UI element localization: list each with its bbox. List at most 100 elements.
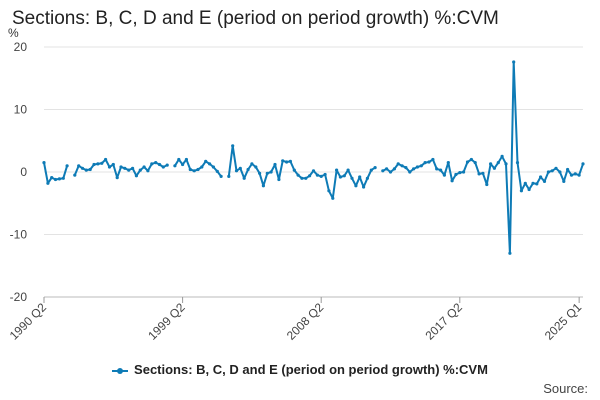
legend[interactable]: Sections: B, C, D and E (period on perio… xyxy=(0,362,600,377)
data-point[interactable] xyxy=(562,179,566,183)
data-point[interactable] xyxy=(134,174,138,178)
data-point[interactable] xyxy=(450,179,454,183)
data-point[interactable] xyxy=(535,182,539,186)
data-point[interactable] xyxy=(527,187,531,192)
data-point[interactable] xyxy=(258,171,262,175)
data-point[interactable] xyxy=(400,164,404,168)
data-point[interactable] xyxy=(277,177,281,182)
data-point[interactable] xyxy=(242,176,246,180)
data-point[interactable] xyxy=(335,168,339,172)
data-point[interactable] xyxy=(496,161,500,165)
data-point[interactable] xyxy=(77,164,81,168)
data-point[interactable] xyxy=(458,171,462,175)
data-point[interactable] xyxy=(408,170,412,174)
data-point[interactable] xyxy=(50,176,54,180)
data-point[interactable] xyxy=(184,157,188,162)
data-point[interactable] xyxy=(388,170,393,174)
data-point[interactable] xyxy=(234,169,239,173)
data-point[interactable] xyxy=(465,160,470,164)
data-point[interactable] xyxy=(469,157,473,162)
data-point[interactable] xyxy=(238,166,242,170)
data-point[interactable] xyxy=(292,168,296,172)
data-point[interactable] xyxy=(100,161,104,165)
data-point[interactable] xyxy=(385,167,389,171)
data-point[interactable] xyxy=(231,144,235,148)
data-point[interactable] xyxy=(227,174,231,178)
data-point[interactable] xyxy=(462,170,466,174)
data-point[interactable] xyxy=(131,166,135,170)
data-point[interactable] xyxy=(123,166,127,170)
data-point[interactable] xyxy=(304,176,308,180)
data-point[interactable] xyxy=(473,161,477,165)
data-point[interactable] xyxy=(542,179,547,183)
data-point[interactable] xyxy=(150,162,154,166)
data-point[interactable] xyxy=(80,166,85,170)
data-point[interactable] xyxy=(173,164,177,168)
data-point[interactable] xyxy=(250,162,254,166)
data-point[interactable] xyxy=(342,174,346,178)
data-point[interactable] xyxy=(192,169,196,173)
data-point[interactable] xyxy=(577,173,581,177)
data-point[interactable] xyxy=(65,164,69,168)
data-point[interactable] xyxy=(338,175,342,179)
data-point[interactable] xyxy=(569,173,574,177)
data-point[interactable] xyxy=(177,157,181,162)
data-point[interactable] xyxy=(196,167,200,172)
data-point[interactable] xyxy=(435,167,439,171)
data-point[interactable] xyxy=(346,168,350,172)
data-point[interactable] xyxy=(265,171,269,175)
data-point[interactable] xyxy=(308,174,312,178)
data-point[interactable] xyxy=(350,176,354,180)
data-point[interactable] xyxy=(404,166,408,170)
data-point[interactable] xyxy=(550,169,554,173)
data-point[interactable] xyxy=(200,165,204,169)
data-point[interactable] xyxy=(419,164,423,168)
data-point[interactable] xyxy=(288,159,292,163)
data-point[interactable] xyxy=(396,162,400,166)
data-point[interactable] xyxy=(138,168,142,172)
data-point[interactable] xyxy=(285,160,289,164)
data-point[interactable] xyxy=(127,168,131,172)
data-point[interactable] xyxy=(104,157,108,162)
data-point[interactable] xyxy=(504,162,508,166)
data-point[interactable] xyxy=(323,172,327,177)
data-point[interactable] xyxy=(365,176,369,180)
data-point[interactable] xyxy=(61,176,65,180)
data-point[interactable] xyxy=(392,167,396,171)
data-point[interactable] xyxy=(319,174,323,178)
data-point[interactable] xyxy=(53,177,58,182)
data-point[interactable] xyxy=(107,165,112,169)
data-point[interactable] xyxy=(373,166,377,170)
data-point[interactable] xyxy=(96,162,100,166)
data-point[interactable] xyxy=(554,166,558,170)
data-point[interactable] xyxy=(111,162,115,167)
data-point[interactable] xyxy=(296,173,300,177)
data-point[interactable] xyxy=(539,175,543,179)
data-point[interactable] xyxy=(369,168,373,172)
data-point[interactable] xyxy=(119,165,123,169)
data-point[interactable] xyxy=(165,163,169,167)
data-point[interactable] xyxy=(327,189,331,193)
data-point[interactable] xyxy=(515,161,520,165)
data-point[interactable] xyxy=(261,184,265,188)
data-point[interactable] xyxy=(300,176,304,180)
data-point[interactable] xyxy=(42,161,46,165)
data-point[interactable] xyxy=(512,60,516,64)
data-point[interactable] xyxy=(315,173,319,177)
data-point[interactable] xyxy=(188,167,192,172)
data-point[interactable] xyxy=(581,162,585,166)
data-point[interactable] xyxy=(354,184,358,188)
data-point[interactable] xyxy=(573,172,577,176)
data-point[interactable] xyxy=(215,169,219,173)
data-point[interactable] xyxy=(154,161,158,165)
data-point[interactable] xyxy=(500,154,504,158)
data-point[interactable] xyxy=(519,189,524,193)
data-point[interactable] xyxy=(46,181,50,185)
data-point[interactable] xyxy=(381,169,385,173)
data-point[interactable] xyxy=(211,165,215,169)
data-point[interactable] xyxy=(208,162,212,166)
data-point[interactable] xyxy=(204,159,208,163)
data-point[interactable] xyxy=(246,167,250,172)
data-point[interactable] xyxy=(454,172,458,177)
data-point[interactable] xyxy=(73,173,77,177)
